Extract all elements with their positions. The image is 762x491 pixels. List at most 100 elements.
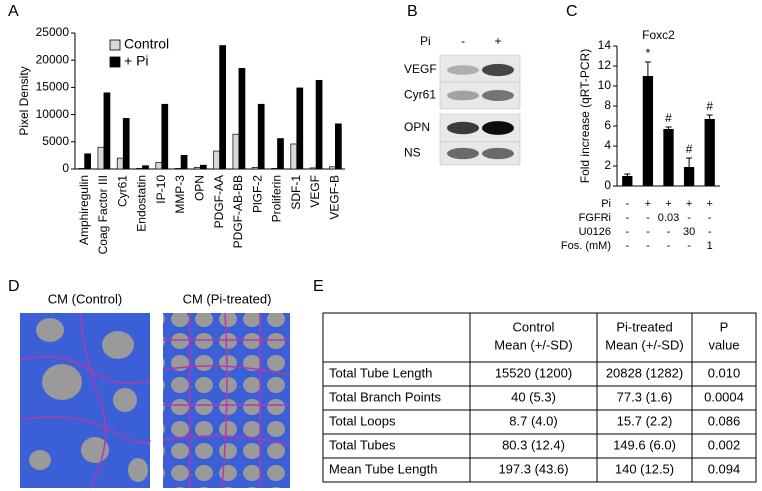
y-tick-label: 0 [62,161,69,175]
error-bar [624,173,631,179]
y-tick-label: 15000 [36,80,70,94]
x-tick-label: Cyr61 [115,175,129,207]
condition-label: Fos. (mM) [561,240,611,252]
blot-lane: + [494,34,501,48]
image-caption: CM (Control) [48,291,122,306]
y-axis-label: Fold increase (qRT-PCR) [578,49,592,183]
bar [194,167,201,170]
table-cell: 0.0004 [704,389,744,404]
panel-label: C [566,3,578,20]
condition-value: + [706,198,712,210]
table-cell: 80.3 (12.4) [502,437,565,452]
x-tick-label: OPN [193,175,207,201]
condition-value: - [625,212,629,224]
table-header: P [720,319,729,334]
bar [161,103,169,170]
bar [219,45,226,170]
condition-value: - [646,240,650,252]
y-tick-label: 12 [598,58,612,72]
bar [663,129,674,186]
bar [142,165,149,170]
bar [136,168,143,170]
x-tick-label: VEGF-B [328,175,342,220]
table-cell: 0.086 [708,413,741,428]
blot-band [482,90,514,101]
micrograph-pi-treated [162,312,291,489]
condition-value: 1 [707,240,713,252]
condition-value: + [686,198,692,210]
bar [155,162,163,170]
condition-label: FGFRi [579,212,611,224]
condition-value: - [687,240,691,252]
y-tick-label: 14 [598,38,612,52]
condition-value: - [708,226,712,238]
blot-band [482,121,514,135]
error-bar [644,61,651,91]
table-cell: Total Tubes [329,437,396,452]
x-tick-label: PDGF-AA [212,175,226,228]
panel-label: A [8,3,19,20]
condition-value: - [667,226,671,238]
table-cell: Total Tube Length [329,365,432,380]
condition-value: - [625,240,629,252]
table-cell: Mean Tube Length [329,461,437,476]
x-tick-label: VEGF [308,175,322,208]
image-caption: CM (Pi-treated) [183,291,272,306]
bar [704,119,715,186]
bar [642,76,654,186]
table-cell: 15520 (1200) [495,365,572,380]
bar [315,79,323,170]
error-bar [665,126,672,132]
annotation: # [706,99,713,113]
bar [213,150,220,170]
x-tick-label: SDF-1 [289,175,303,210]
table-cell: 8.7 (4.0) [509,413,557,428]
table-border [322,312,757,483]
y-tick-label: 25000 [36,25,70,39]
x-tick-label: Coag Factor III [96,175,110,254]
y-tick-label: 0 [604,178,611,192]
y-tick-label: 6 [604,118,611,132]
annotation: * [646,46,651,60]
legend-label: + Pi [124,53,149,69]
condition-value: + [645,198,651,210]
table-cell: 140 (12.5) [615,461,674,476]
table-header: Pi-treated [616,319,672,334]
bar [122,118,130,170]
blot-band [447,90,479,101]
blot-row-label: VEGF [404,62,437,76]
condition-value: 30 [683,226,695,238]
bar [180,155,188,170]
table-cell: 20828 (1282) [606,365,683,380]
condition-value: - [625,198,629,210]
error-bar [686,157,693,177]
table-cell: 149.6 (6.0) [613,437,676,452]
bar [622,176,633,186]
bar [290,143,298,170]
condition-value: - [667,240,671,252]
condition-value: 0.03 [658,212,679,224]
chart-title: Foxc2 [642,28,675,42]
table-cell: Total Branch Points [329,389,442,404]
panel-label: B [407,3,418,20]
x-tick-label: PlGF-2 [250,175,264,213]
condition-value: - [687,212,691,224]
micrograph-control [19,312,151,489]
blot-band [482,63,514,77]
table-header: Control [513,319,555,334]
condition-value: + [665,198,671,210]
legend-label: Control [124,36,169,52]
blot-band [482,147,514,160]
bar [97,146,105,170]
y-tick-label: 10000 [36,107,70,121]
condition-value: - [625,226,629,238]
blot-strip [439,141,521,166]
blot-band [447,121,479,135]
legend-swatch [109,56,121,68]
table-cell: 77.3 (1.6) [617,389,673,404]
bar [174,168,182,170]
bar [84,153,91,170]
blot-treatment: Pi [420,34,431,48]
table-cell: 197.3 (43.6) [498,461,568,476]
